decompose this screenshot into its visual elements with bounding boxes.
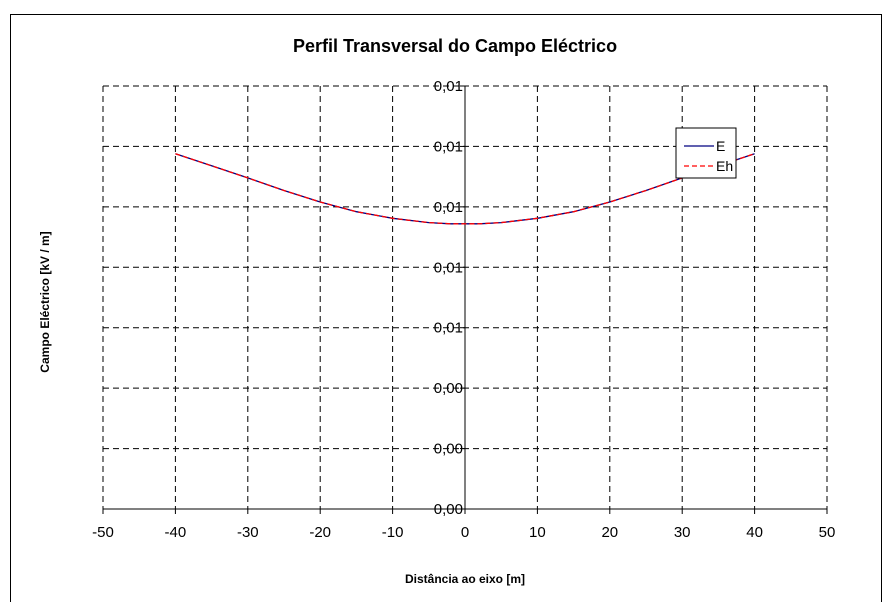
chart-area (10, 14, 882, 602)
y-tick-label: 0,01 (434, 259, 463, 276)
x-tick-label: 30 (674, 524, 691, 541)
chart-title: Perfil Transversal do Campo Eléctrico (293, 36, 617, 56)
y-tick-label: 0,01 (434, 320, 463, 337)
x-tick-label: 40 (746, 524, 763, 541)
x-tick-label: -10 (382, 524, 404, 541)
x-tick-label: 20 (601, 524, 618, 541)
x-tick-labels: -50 -40 -30 -20 -10 0 10 20 30 40 50 (92, 524, 835, 541)
x-tick-label: 50 (819, 524, 836, 541)
series-lines (175, 153, 755, 225)
x-tick-label: 10 (529, 524, 546, 541)
legend: E Eh (675, 127, 737, 179)
x-tick-label: -50 (92, 524, 114, 541)
y-axis-label: Campo Eléctrico [kV / m] (38, 231, 52, 372)
y-tick-label: 0,00 (434, 501, 463, 518)
series-line-Eh (175, 153, 755, 225)
y-tick-label: 0,01 (434, 78, 463, 95)
legend-box (675, 127, 737, 179)
legend-label-Eh: Eh (716, 158, 733, 174)
y-tick-label: 0,00 (434, 380, 463, 397)
x-tick-label: 0 (461, 524, 469, 541)
legend-label-E: E (716, 138, 725, 154)
y-tick-label: 0,01 (434, 138, 463, 155)
x-tick-label: -20 (309, 524, 331, 541)
x-axis-label: Distância ao eixo [m] (405, 572, 525, 586)
axes (102, 85, 828, 514)
y-tick-labels: 0,00 0,00 0,00 0,01 0,01 0,01 0,01 0,01 (434, 78, 463, 518)
y-tick-label: 0,00 (434, 441, 463, 458)
y-tick-label: 0,01 (434, 199, 463, 216)
x-tick-label: -30 (237, 524, 259, 541)
x-tick-label: -40 (165, 524, 187, 541)
